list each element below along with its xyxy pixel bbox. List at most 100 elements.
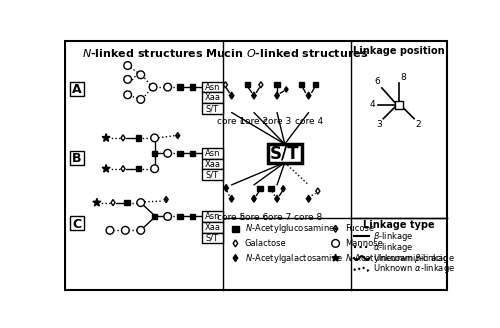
Text: Mucin $\it{O}$-linked structures: Mucin $\it{O}$-linked structures <box>204 47 368 59</box>
Bar <box>152 214 158 219</box>
Text: Xaa: Xaa <box>204 93 220 102</box>
Circle shape <box>165 198 168 201</box>
Bar <box>136 135 141 141</box>
Text: Linkage type: Linkage type <box>363 220 434 230</box>
Circle shape <box>137 71 144 79</box>
Circle shape <box>332 239 340 247</box>
Bar <box>152 151 158 156</box>
Bar <box>232 226 238 232</box>
Bar <box>202 233 223 243</box>
Text: core 7: core 7 <box>263 213 291 222</box>
Text: core 6: core 6 <box>240 213 268 222</box>
Bar <box>202 222 223 233</box>
Bar <box>202 92 223 103</box>
Polygon shape <box>224 185 228 192</box>
Bar <box>202 211 223 222</box>
Text: 3: 3 <box>376 120 382 129</box>
Polygon shape <box>121 135 125 141</box>
Text: C: C <box>72 218 82 231</box>
Polygon shape <box>121 166 125 172</box>
Circle shape <box>124 91 132 99</box>
Bar <box>178 151 182 156</box>
Text: $\it{N}$-Acetylgalactosamine: $\it{N}$-Acetylgalactosamine <box>244 252 343 265</box>
Circle shape <box>124 62 132 70</box>
Bar <box>395 101 402 109</box>
Text: S/T: S/T <box>206 104 219 113</box>
Circle shape <box>151 165 158 173</box>
Bar <box>268 144 302 163</box>
Polygon shape <box>102 134 110 141</box>
Circle shape <box>164 83 172 91</box>
Text: B: B <box>72 152 82 165</box>
Circle shape <box>106 226 114 234</box>
Polygon shape <box>284 87 288 92</box>
Polygon shape <box>176 133 180 139</box>
Bar <box>190 84 195 90</box>
Polygon shape <box>316 188 320 194</box>
Polygon shape <box>275 92 280 99</box>
Bar <box>70 82 84 95</box>
Bar <box>202 82 223 92</box>
Bar <box>299 82 304 88</box>
Bar <box>245 82 250 88</box>
Circle shape <box>122 226 129 234</box>
Text: Linkage position: Linkage position <box>353 46 444 56</box>
Bar <box>178 84 182 90</box>
Polygon shape <box>334 225 338 232</box>
Circle shape <box>137 226 144 234</box>
Text: S/T: S/T <box>206 170 219 179</box>
Text: 2: 2 <box>416 120 422 129</box>
Bar <box>190 214 195 219</box>
Text: core 1: core 1 <box>218 117 246 126</box>
Polygon shape <box>233 255 237 261</box>
Text: $\it{N}$-Acetylneuraminic acid: $\it{N}$-Acetylneuraminic acid <box>345 252 449 265</box>
Text: S/T: S/T <box>206 234 219 242</box>
Polygon shape <box>252 92 256 99</box>
Text: S/T: S/T <box>270 144 300 162</box>
Polygon shape <box>306 195 311 202</box>
Bar <box>268 186 274 192</box>
Polygon shape <box>233 240 237 247</box>
Bar <box>202 159 223 170</box>
Text: $\it{N}$-linked structures: $\it{N}$-linked structures <box>82 47 204 59</box>
Circle shape <box>176 134 179 137</box>
Polygon shape <box>306 92 311 99</box>
Polygon shape <box>332 254 339 261</box>
Text: core 5: core 5 <box>218 213 246 222</box>
Text: 6: 6 <box>374 77 380 86</box>
Text: Asn: Asn <box>204 149 220 158</box>
Polygon shape <box>252 195 256 202</box>
Bar <box>202 170 223 180</box>
Circle shape <box>164 213 172 220</box>
Text: Mannose: Mannose <box>345 239 383 248</box>
Circle shape <box>137 95 144 103</box>
Text: Asn: Asn <box>204 212 220 221</box>
Text: core 3: core 3 <box>263 117 291 126</box>
Text: Xaa: Xaa <box>204 223 220 232</box>
Text: 8: 8 <box>400 73 406 82</box>
Circle shape <box>149 83 157 91</box>
Bar <box>190 151 195 156</box>
Text: core 4: core 4 <box>294 117 322 126</box>
Text: $\beta$-linkage: $\beta$-linkage <box>372 230 413 243</box>
Circle shape <box>137 199 144 206</box>
Circle shape <box>334 227 337 230</box>
Circle shape <box>164 150 172 157</box>
Circle shape <box>124 75 132 83</box>
Text: 4: 4 <box>370 100 376 109</box>
Text: Asn: Asn <box>204 83 220 92</box>
Polygon shape <box>164 196 168 203</box>
Bar <box>274 82 280 88</box>
Bar <box>258 186 263 192</box>
Text: Unknown $\alpha$-linkage: Unknown $\alpha$-linkage <box>372 262 454 275</box>
Polygon shape <box>230 195 234 202</box>
Bar <box>178 214 182 219</box>
Bar <box>70 151 84 165</box>
Text: Unknown $\beta$-linkage: Unknown $\beta$-linkage <box>372 252 454 265</box>
Bar <box>70 216 84 230</box>
Text: $\it{N}$-Acetylglucosamine: $\it{N}$-Acetylglucosamine <box>244 222 335 235</box>
Text: Galactose: Galactose <box>244 239 286 248</box>
Polygon shape <box>93 198 101 206</box>
Polygon shape <box>102 164 110 172</box>
Bar <box>124 200 130 205</box>
